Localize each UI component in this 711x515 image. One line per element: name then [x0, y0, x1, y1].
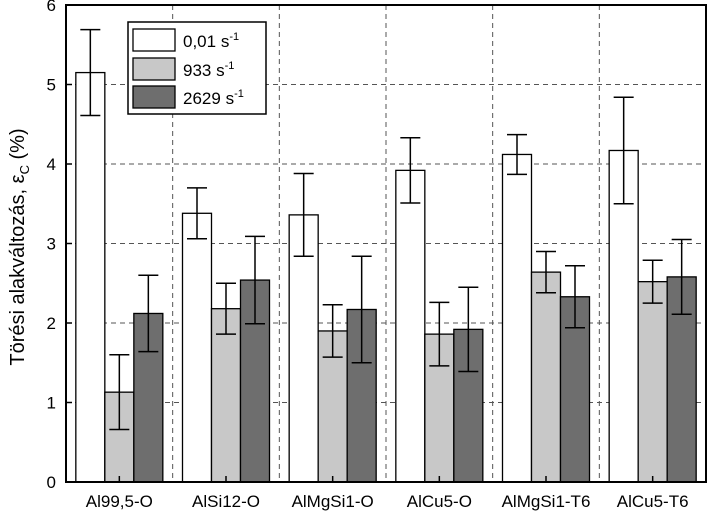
bar: [501, 153, 533, 483]
legend-swatch-0: [132, 28, 176, 52]
grid-lines: [66, 5, 706, 482]
y-tick-label: 1: [47, 394, 56, 413]
error-bars: [80, 28, 692, 431]
legend-label-1: 933 s-1: [183, 60, 234, 80]
y-tick-label: 2: [47, 314, 56, 333]
legend-swatch-2: [132, 85, 176, 109]
bar: [75, 71, 106, 483]
y-tick-label: 0: [47, 473, 56, 492]
legend-label-2: 2629 s-1: [183, 88, 244, 108]
legend-swatch-1: [132, 57, 176, 81]
x-tick-label: AlCu5-O: [407, 492, 472, 511]
bar: [395, 169, 426, 483]
bar: [608, 149, 639, 483]
x-tick-label: Al99,5-O: [86, 492, 153, 511]
y-tick-label: 6: [47, 0, 56, 15]
bar: [210, 308, 242, 483]
y-tick-label: 4: [47, 155, 56, 174]
axis-ticks: 0 1 2 3 4 5 6 Al99,5-O AlSi12-O AlMgSi1-O AlCu5-O A…: [47, 0, 689, 511]
bar: [181, 212, 213, 483]
bar: [637, 281, 668, 483]
y-tick-label: 3: [47, 235, 56, 254]
bar: [530, 271, 562, 483]
x-tick-label: AlMgSi1-O: [292, 492, 374, 511]
x-tick-label: AlSi12-O: [192, 492, 260, 511]
legend-label-0: 0,01 s-1: [183, 31, 239, 51]
legend: 0,01 s-1 933 s-1 2629 s-1: [127, 21, 267, 115]
y-axis-title: Törési alakváltozás, εC (%): [7, 128, 32, 365]
x-tick-label: AlMgSi1-T6: [502, 492, 591, 511]
y-tick-label: 5: [47, 76, 56, 95]
bars: [75, 71, 697, 483]
x-tick-label: AlCu5-T6: [617, 492, 689, 511]
